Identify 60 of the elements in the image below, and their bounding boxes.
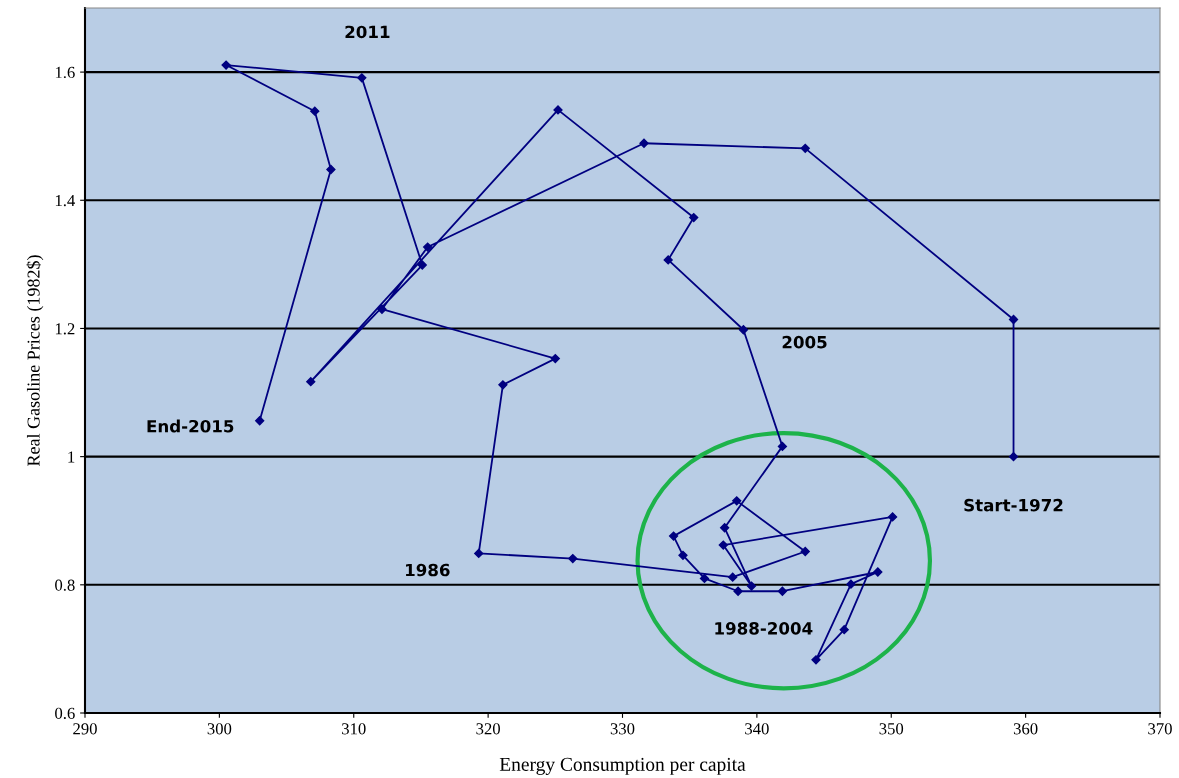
point: [839, 625, 849, 635]
point: [811, 655, 821, 665]
point: [800, 546, 810, 557]
point: [887, 512, 898, 522]
point: [639, 138, 649, 148]
point: [221, 60, 231, 70]
point: [738, 325, 749, 335]
point: [255, 416, 265, 426]
point: [846, 579, 856, 589]
point: [498, 380, 508, 390]
point: [663, 255, 673, 265]
point: [306, 377, 316, 387]
point: [777, 441, 788, 452]
point: [423, 242, 433, 252]
x-axis-title: Energy Consumption per capita: [499, 757, 746, 775]
x-tick-label: 340: [745, 723, 769, 735]
point: [699, 573, 710, 584]
y-tick-label: 0.8: [55, 579, 75, 591]
x-tick-label: 360: [1013, 723, 1038, 735]
x-tick-label: 320: [476, 723, 500, 735]
y-tick-label: 0.6: [55, 707, 75, 720]
x-tick-label: 300: [207, 723, 232, 735]
x-tick-label: 330: [610, 723, 635, 735]
x-tick-label: 350: [879, 723, 904, 735]
point: [873, 567, 883, 577]
point: [417, 260, 427, 270]
point: [728, 572, 738, 582]
point: [1008, 452, 1019, 462]
point: [800, 143, 810, 153]
point: [746, 581, 757, 591]
point: [777, 586, 788, 596]
y-tick-label: 1.6: [55, 66, 75, 79]
x-tick-label: 370: [1148, 723, 1172, 735]
point: [474, 548, 484, 559]
y-axis-title: Real Gasoline Prices (1982$): [26, 255, 44, 467]
point: [377, 304, 387, 314]
point: [718, 540, 728, 550]
point: [733, 586, 743, 596]
y-tick-label: 1: [68, 451, 75, 463]
point: [732, 496, 742, 506]
annotation: End-2015: [147, 419, 234, 433]
point: [720, 523, 730, 533]
point: [668, 531, 679, 541]
point: [678, 550, 688, 560]
x-tick-label: 290: [73, 723, 97, 735]
point: [550, 353, 560, 364]
point: [553, 105, 563, 115]
x-tick-label: 310: [342, 723, 366, 735]
y-tick-label: 1.2: [55, 323, 75, 335]
annotation: 2011: [345, 25, 390, 39]
annotation: 1988-2004: [715, 622, 813, 635]
annotation: 2005: [782, 335, 827, 349]
point: [310, 106, 320, 116]
y-tick-label: 1.4: [55, 195, 76, 207]
annotation: Start-1972: [964, 498, 1063, 512]
point: [326, 164, 336, 175]
point: [357, 73, 367, 83]
point: [689, 212, 699, 223]
annotation: 1986: [406, 563, 450, 577]
point: [568, 553, 578, 564]
